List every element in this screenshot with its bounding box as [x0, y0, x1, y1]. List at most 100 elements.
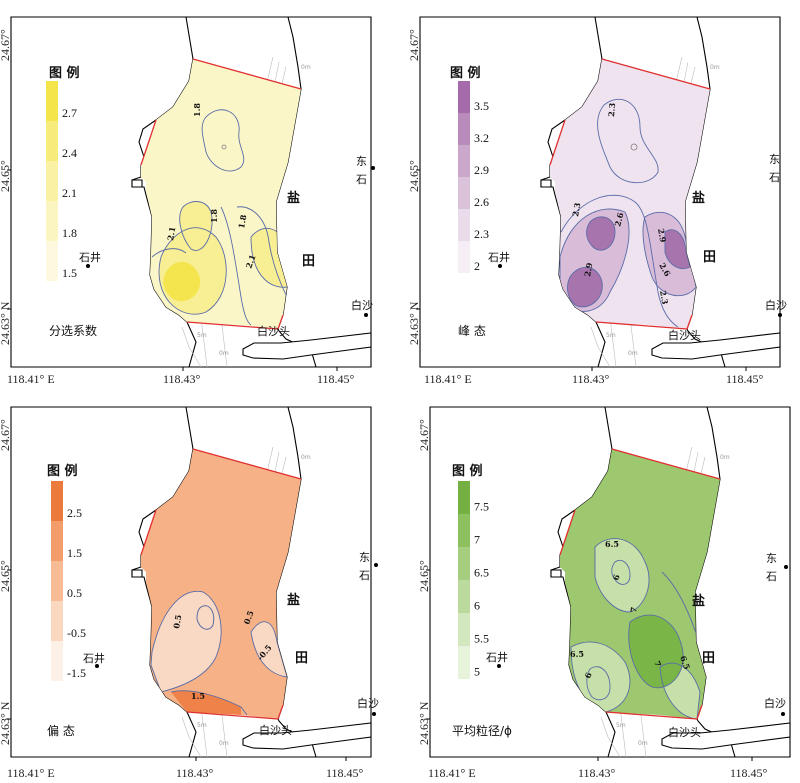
contour-label: 2.6: [612, 211, 625, 227]
label-dong: 东: [766, 552, 777, 565]
label-baishatou: 白沙头: [259, 723, 292, 737]
shijing-point: [497, 664, 501, 668]
legend-value: 0.5: [67, 586, 82, 600]
legend-swatch: [458, 209, 470, 241]
lat-mid: 24.65°: [0, 160, 12, 192]
shijing-point: [86, 264, 90, 268]
legend-value: 1.5: [67, 546, 82, 560]
contour-label: 6: [582, 671, 593, 680]
legend-meansize: 7.5 7 6.5 6 5.5 5: [458, 481, 489, 679]
contour-label: 7: [628, 606, 639, 613]
lon-right: 118.45°: [726, 372, 764, 386]
label-baisha: 白沙: [351, 298, 373, 312]
contour-label: 0.5: [171, 614, 183, 629]
legend-value: 1.5: [62, 266, 77, 280]
lon-right: 118.45°: [326, 766, 364, 780]
lat-bot: 24.63° N: [417, 701, 431, 745]
lon-left: 118.41° E: [424, 372, 472, 386]
legend-swatch: [46, 81, 58, 121]
label-yan: 盐: [692, 190, 705, 206]
label-shijing: 石井: [79, 250, 101, 264]
contour-label: 1.8: [236, 213, 248, 229]
contour-label: 2.3: [606, 102, 617, 117]
panel-skewness: 0.5 0.5 -0.5 1.5 图 例 2.5 1.5 0.5 -0.5 -1.5 偏…: [0, 406, 379, 780]
contour-label: 2.9: [582, 261, 594, 277]
label-shijing: 石井: [83, 651, 105, 665]
label-shi: 石: [769, 171, 780, 184]
baisha-point: [781, 712, 785, 716]
legend-swatch: [458, 481, 470, 514]
legend-value: -0.5: [67, 626, 86, 640]
legend-swatch: [51, 601, 63, 641]
label-yan: 盐: [287, 190, 300, 206]
contour-label: 6.5: [678, 654, 692, 671]
dongshi-point: [371, 166, 375, 170]
legend-swatch: [458, 145, 470, 177]
lat-top: 24.67°: [0, 419, 12, 451]
legend-swatch: [458, 580, 470, 613]
contour-label: 0.5: [241, 609, 255, 626]
legend-value: 2.3: [474, 227, 489, 241]
label-tian: 田: [702, 651, 715, 666]
panel-name-kurtosis: 峰 态: [458, 324, 486, 338]
label-dong: 东: [769, 153, 780, 166]
label-baishatou: 白沙头: [668, 725, 701, 739]
region-sorting: [141, 59, 301, 329]
label-shijing: 石井: [488, 250, 510, 264]
contour-label: 2.3: [658, 290, 670, 306]
label-yan: 盐: [287, 592, 300, 608]
contour-label: 1.5: [191, 691, 205, 701]
legend-value: 2.6: [474, 195, 489, 209]
lon-mid: 118.43°: [163, 372, 201, 386]
label-baisha: 白沙: [357, 696, 379, 710]
legend-title: 图 例: [450, 65, 481, 81]
lon-left: 118.41° E: [428, 766, 476, 780]
label-baisha: 白沙: [765, 298, 787, 312]
label-shi: 石: [356, 173, 367, 186]
panel-name-sorting: 分选系数: [49, 323, 97, 338]
legend-value: 2: [474, 259, 480, 273]
panel-meansize: 6.5 6 7 6.5 6.5 6 7 图 例 7.5 7 6.5 6 5.5 5 平均粒…: [417, 406, 791, 780]
label-shi: 石: [766, 570, 777, 583]
contour-label: 2.1: [243, 253, 257, 270]
legend-title: 图 例: [49, 65, 80, 81]
contour-label: 1.8: [192, 103, 202, 117]
shijing-point: [498, 264, 502, 268]
legend-swatch: [458, 646, 470, 679]
label-yan: 盐: [692, 593, 705, 609]
panel-kurtosis: 2.3 2.3 2.6 2.9 2.9 2.6 2.3 图 例 3.5 3.2 2.…: [407, 16, 787, 386]
legend-value: -1.5: [67, 666, 86, 680]
label-tian: 田: [703, 250, 716, 265]
legend-swatch: [458, 514, 470, 547]
legend-kurtosis: 3.5 3.2 2.9 2.6 2.3 2: [458, 81, 489, 273]
legend-swatch: [458, 241, 470, 273]
legend-value: 2.4: [62, 146, 77, 160]
panel-name-skewness: 偏 态: [47, 723, 75, 738]
contour-label: 7: [652, 659, 663, 668]
shijing-point: [95, 664, 99, 668]
legend-swatch: [46, 161, 58, 201]
label-dong: 东: [356, 155, 367, 168]
lon-mid: 118.43°: [572, 372, 610, 386]
contour-label: 6.5: [605, 539, 619, 549]
baisha-point: [364, 313, 368, 317]
panel-sorting: 1.8 2.1 1.8 1.8 2.1 图 例 2.72.42.11.81.5 …: [0, 16, 375, 386]
lat-bot: 24.63° N: [0, 701, 12, 745]
lon-mid: 118.43°: [176, 766, 214, 780]
legend-skewness: 2.5 1.5 0.5 -0.5 -1.5: [51, 481, 86, 681]
legend-value: 3.5: [474, 99, 489, 113]
legend-value: 7.5: [474, 500, 489, 514]
contour-label: 2.9: [656, 228, 668, 244]
dongshi-point: [784, 565, 788, 569]
lon-left: 118.41° E: [7, 766, 55, 780]
legend-swatch: [51, 641, 63, 681]
legend-value: 7: [474, 533, 480, 547]
legend-title: 图 例: [47, 463, 78, 479]
baisha-point: [372, 712, 376, 716]
lon-right: 118.45°: [730, 766, 768, 780]
legend-value: 2.9: [474, 163, 489, 177]
label-dong: 东: [359, 551, 370, 564]
lat-top: 24.67°: [0, 29, 12, 61]
dongshi-point: [374, 563, 378, 567]
legend-value: 2.5: [67, 506, 82, 520]
